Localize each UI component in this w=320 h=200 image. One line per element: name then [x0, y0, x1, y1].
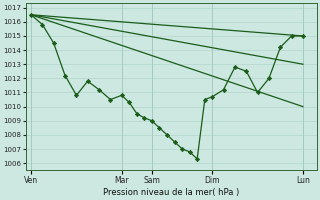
X-axis label: Pression niveau de la mer( hPa ): Pression niveau de la mer( hPa ) — [103, 188, 239, 197]
